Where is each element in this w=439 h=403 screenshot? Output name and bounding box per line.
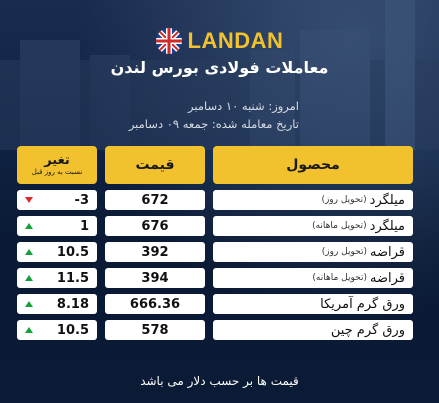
price-cell: 666.36 <box>105 294 205 314</box>
product-name: میلگرد <box>369 192 405 208</box>
up-triangle-icon <box>25 223 33 229</box>
currency-note: قیمت ها بر حسب دلار می باشد <box>140 374 299 388</box>
uk-flag-icon <box>155 28 182 54</box>
header-product: محصول <box>213 146 413 184</box>
steel-prices-table: تغیر نسبت به روز قبل قیمت محصول -3 672 م… <box>17 146 413 340</box>
page-title: معاملات فولادی بورس لندن <box>110 58 329 77</box>
price-cell: 394 <box>105 268 205 288</box>
product-name: میلگرد <box>369 218 405 234</box>
product-cell: میلگرد (تحویل روز) <box>213 190 413 210</box>
up-triangle-icon <box>25 301 33 307</box>
product-name: قراضه <box>369 270 405 286</box>
header-change-sublabel: نسبت به روز قبل <box>31 167 83 176</box>
header: LANDAN معاملات فولادی بورس لندن <box>0 28 439 77</box>
up-triangle-icon <box>25 275 33 281</box>
product-cell: قراضه (تحویل ماهانه) <box>213 268 413 288</box>
table-row: 10.5 392 قراضه (تحویل روز) <box>17 242 413 262</box>
change-cell: 10.5 <box>17 242 97 262</box>
product-note: (تحویل روز) <box>321 247 367 257</box>
price-cell: 392 <box>105 242 205 262</box>
dates-block: امروز: شنبه ۱۰ دسامبر تاریخ معامله شده: … <box>129 97 299 133</box>
change-cell: 10.5 <box>17 320 97 340</box>
header-change: تغیر نسبت به روز قبل <box>17 146 97 184</box>
header-price: قیمت <box>105 146 205 184</box>
change-value: -3 <box>74 192 89 208</box>
product-cell: ورق گرم چین <box>213 320 413 340</box>
change-value: 10.5 <box>56 244 89 260</box>
price-cell: 676 <box>105 216 205 236</box>
change-cell: -3 <box>17 190 97 210</box>
london-skyline-background <box>0 0 439 150</box>
product-name: ورق گرم چین <box>330 322 405 338</box>
table-row: -3 672 میلگرد (تحویل روز) <box>17 190 413 210</box>
price-cell: 672 <box>105 190 205 210</box>
last-trade-date: تاریخ معامله شده: جمعه ۰۹ دسامبر <box>128 117 299 131</box>
header-change-label: تغیر <box>44 152 70 168</box>
product-cell: میلگرد (تحویل ماهانه) <box>213 216 413 236</box>
table-row: 8.18 666.36 ورق گرم آمریکا <box>17 294 413 314</box>
product-note: (تحویل ماهانه) <box>312 221 367 231</box>
change-value: 8.18 <box>56 296 89 312</box>
brand-name: LANDAN <box>187 28 284 53</box>
change-value: 10.5 <box>56 322 89 338</box>
change-value: 1 <box>79 218 89 234</box>
table-row: 1 676 میلگرد (تحویل ماهانه) <box>17 216 413 236</box>
table-header-row: تغیر نسبت به روز قبل قیمت محصول <box>17 146 413 184</box>
product-name: ورق گرم آمریکا <box>320 296 405 312</box>
price-cell: 578 <box>105 320 205 340</box>
up-triangle-icon <box>25 249 33 255</box>
product-note: (تحویل روز) <box>321 195 367 205</box>
change-value: 11.5 <box>56 270 89 286</box>
today-date: امروز: شنبه ۱۰ دسامبر <box>188 99 299 113</box>
product-name: قراضه <box>369 244 405 260</box>
change-cell: 8.18 <box>17 294 97 314</box>
product-note: (تحویل ماهانه) <box>312 273 367 283</box>
down-triangle-icon <box>25 197 33 203</box>
change-cell: 11.5 <box>17 268 97 288</box>
product-cell: قراضه (تحویل روز) <box>213 242 413 262</box>
product-cell: ورق گرم آمریکا <box>213 294 413 314</box>
change-cell: 1 <box>17 216 97 236</box>
table-row: 11.5 394 قراضه (تحویل ماهانه) <box>17 268 413 288</box>
brand-row: LANDAN <box>0 28 439 54</box>
table-row: 10.5 578 ورق گرم چین <box>17 320 413 340</box>
up-triangle-icon <box>25 327 33 333</box>
